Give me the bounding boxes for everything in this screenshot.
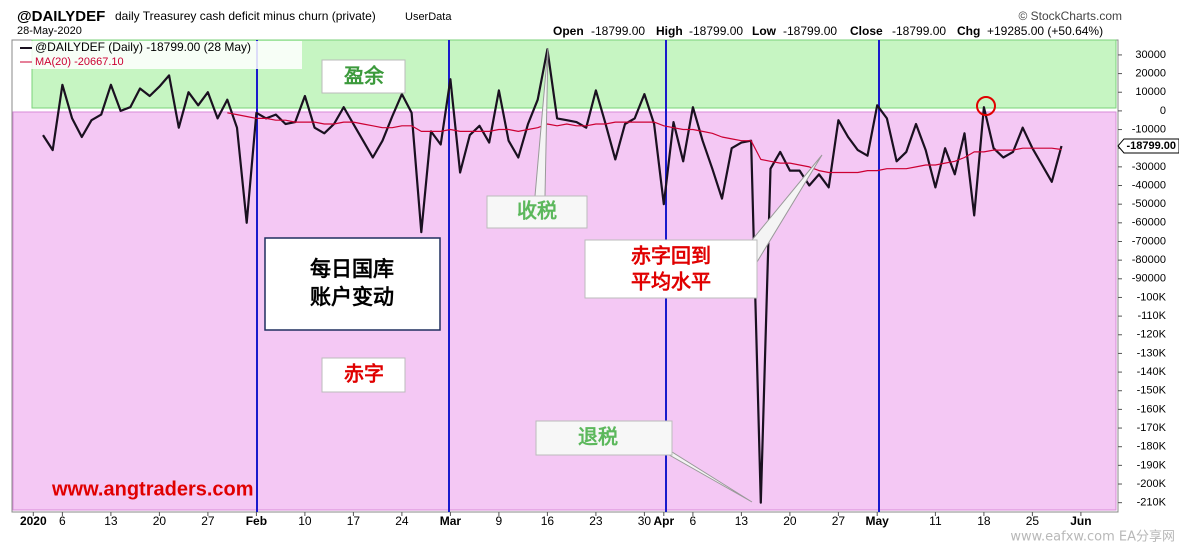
- y-tick-label: 30000: [1135, 49, 1166, 61]
- marks: [42, 48, 1063, 504]
- y-tick-label: -200K: [1137, 478, 1167, 490]
- y-tick-label: 20000: [1135, 67, 1166, 79]
- copyright: © StockCharts.com: [1018, 9, 1122, 23]
- high-label: High: [656, 24, 683, 38]
- annotation: 账户变动: [310, 285, 394, 309]
- y-tick-label: -10000: [1132, 123, 1166, 135]
- x-tick-label: 17: [347, 514, 361, 528]
- annotation-box: [321, 59, 406, 94]
- symbol: @DAILYDEF: [17, 8, 105, 25]
- legend-box: [16, 41, 302, 69]
- annotation: 赤字: [344, 362, 384, 386]
- annotation-box: [321, 357, 406, 393]
- y-tick-label: -60000: [1132, 217, 1166, 229]
- y-tick-label: -180K: [1137, 441, 1167, 453]
- last-value-tag: [1117, 138, 1179, 154]
- y-tick-label: 10000: [1135, 86, 1166, 98]
- x-tick-label: 11: [929, 514, 942, 528]
- open-value: -18799.00: [591, 24, 645, 38]
- x-tick-label: 18: [977, 514, 991, 528]
- x-tick-label: 6: [690, 514, 697, 528]
- x-tick-label: Mar: [440, 514, 462, 528]
- x-tick-label: 30: [638, 514, 652, 528]
- highlight-circle: [976, 96, 996, 116]
- close-value: -18799.00: [892, 24, 946, 38]
- annotation: 平均水平: [631, 270, 711, 294]
- x-tick-label: 13: [104, 514, 118, 528]
- x-tick-label: 9: [496, 514, 503, 528]
- y-tick-label: -160K: [1137, 403, 1167, 415]
- y-tick-label: -30000: [1132, 161, 1166, 173]
- series-line: [227, 112, 1062, 174]
- y-tick-label: -190K: [1137, 459, 1167, 471]
- x-tick-label: 27: [832, 514, 846, 528]
- y-tick-label: -110K: [1137, 310, 1166, 322]
- y-tick-label: -120K: [1137, 329, 1167, 341]
- close-label: Close: [850, 24, 883, 38]
- last-value-label: -18799.00: [1126, 140, 1176, 152]
- x-tick-label: 23: [589, 514, 603, 528]
- annotation: 收税: [517, 199, 557, 223]
- annotation-box: [486, 195, 588, 229]
- description: daily Treasurey cash deficit minus churn…: [115, 9, 376, 23]
- watermark: www.eafxw.com EA分享网: [1010, 529, 1175, 545]
- quote-line: Open -18799.00 High -18799.00 Low -18799.00…: [553, 24, 1103, 38]
- y-tick-label: -210K: [1137, 497, 1167, 509]
- y-tick-label: -150K: [1137, 385, 1167, 397]
- y-tick-label: -130K: [1137, 347, 1167, 359]
- y-tick-label: -80000: [1132, 254, 1166, 266]
- x-tick-label: Jun: [1070, 514, 1091, 528]
- annotation: 赤字回到: [631, 244, 711, 268]
- x-tick-label: Feb: [246, 514, 267, 528]
- chg-label: Chg: [957, 24, 980, 38]
- annotation: 盈余: [343, 64, 385, 88]
- low-value: -18799.00: [783, 24, 837, 38]
- y-tick-label: -100K: [1137, 291, 1167, 303]
- y-tick-label: -90000: [1132, 273, 1166, 285]
- high-value: -18799.00: [689, 24, 743, 38]
- y-tick-label: -40000: [1132, 179, 1166, 191]
- annotation-box: [535, 420, 673, 456]
- x-tick-label: May: [866, 514, 890, 528]
- website: www.angtraders.com: [51, 478, 254, 500]
- x-tick-label: 13: [735, 514, 749, 528]
- date: 28-May-2020: [17, 25, 82, 37]
- annotation-box: [264, 237, 441, 331]
- x-tick-label: 24: [395, 514, 409, 528]
- x-tick-label: 6: [59, 514, 66, 528]
- x-tick-label: 16: [541, 514, 555, 528]
- x-tick-label: 20: [783, 514, 797, 528]
- x-tick-label: Apr: [653, 514, 674, 528]
- chg-value: +19285.00 (+50.64%): [987, 24, 1103, 38]
- legend-entry: @DAILYDEF (Daily) -18799.00 (28 May): [35, 40, 251, 54]
- x-tick-label: 20: [153, 514, 167, 528]
- y-tick-label: -70000: [1132, 235, 1166, 247]
- annotation: 退税: [578, 425, 618, 449]
- annotation-box: [584, 239, 758, 299]
- x-tick-label: 27: [201, 514, 215, 528]
- y-tick-label: -170K: [1137, 422, 1167, 434]
- y-tick-label: -140K: [1137, 366, 1167, 378]
- legend-entry: MA(20) -20667.10: [35, 56, 124, 68]
- low-label: Low: [752, 24, 777, 38]
- annotation: 每日国库: [310, 257, 394, 281]
- y-tick-label: 0: [1160, 105, 1166, 117]
- x-tick-label: 10: [298, 514, 312, 528]
- y-tick-label: -50000: [1132, 198, 1166, 210]
- series-line: [42, 48, 1063, 504]
- source: UserData: [405, 11, 452, 23]
- x-tick-label: 25: [1026, 514, 1040, 528]
- x-tick-label: 2020: [20, 514, 47, 528]
- open-label: Open: [553, 24, 584, 38]
